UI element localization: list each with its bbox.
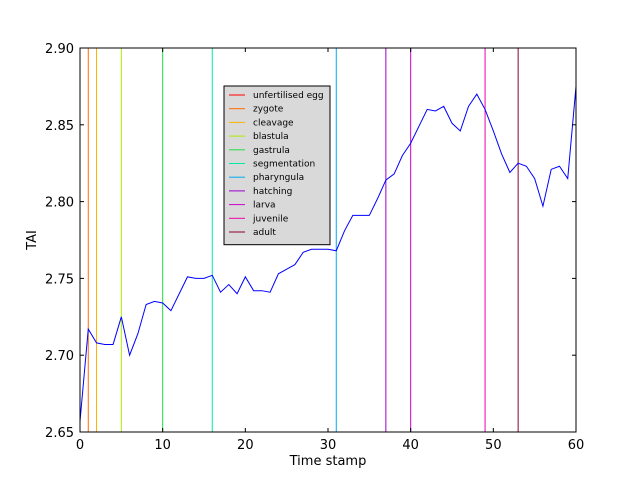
x-axis-label: Time stamp: [289, 454, 367, 469]
y-tick-label: 2.85: [45, 119, 74, 134]
stage-lines: [79, 48, 519, 432]
series-line-0: [79, 86, 577, 422]
y-tick-label: 2.65: [45, 426, 74, 441]
legend-label: larva: [253, 201, 276, 211]
x-tick-label: 30: [320, 438, 337, 453]
legend-label: hatching: [253, 187, 292, 197]
x-axis: 0 10 20 30 40 50 60: [76, 48, 584, 453]
y-tick-label: 2.75: [45, 272, 74, 287]
legend-label: cleavage: [253, 118, 294, 128]
legend-label: segmentation: [253, 160, 315, 170]
legend-label: zygote: [253, 105, 284, 115]
y-tick-label: 2.90: [45, 42, 74, 57]
legend-label: unfertilised egg: [253, 91, 324, 101]
y-tick-label: 2.80: [45, 196, 74, 211]
y-axis: 2.65 2.70 2.75 2.80 2.85 2.90: [45, 42, 576, 441]
y-tick-label: 2.70: [45, 349, 74, 364]
x-tick-label: 20: [237, 438, 254, 453]
x-tick-label: 10: [154, 438, 171, 453]
legend-label: blastula: [253, 132, 289, 142]
x-tick-label: 0: [76, 438, 84, 453]
legend-label: gastrula: [253, 146, 290, 156]
y-axis-label: TAI: [25, 230, 40, 251]
x-tick-label: 60: [568, 438, 585, 453]
legend-label: adult: [253, 228, 276, 238]
legend-label: juvenile: [252, 214, 289, 224]
legend-label: pharyngula: [253, 173, 304, 183]
series-group: [79, 86, 577, 422]
legend: unfertilised egg zygote cleavage blastula ga…: [223, 85, 331, 246]
x-tick-label: 40: [402, 438, 419, 453]
x-tick-label: 50: [485, 438, 502, 453]
